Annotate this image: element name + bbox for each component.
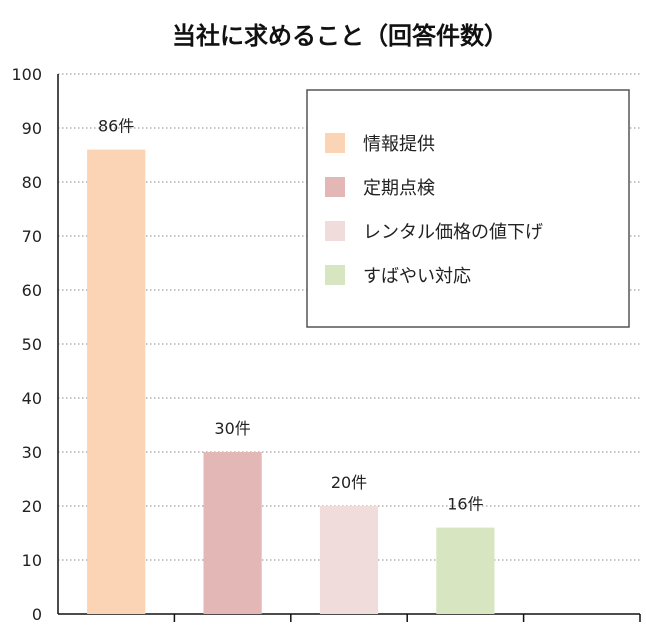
legend-swatch	[325, 133, 345, 153]
legend-label: 情報提供	[363, 134, 435, 155]
data-label: 30件	[214, 419, 250, 438]
y-tick-label: 90	[22, 119, 42, 138]
legend-swatch	[325, 221, 345, 241]
legend-box	[306, 89, 630, 328]
bar-1	[87, 149, 146, 614]
bar-3	[319, 506, 379, 614]
bar-2	[203, 452, 262, 614]
legend-label: レンタル価格の値下げ	[363, 222, 543, 243]
legend-swatch	[325, 265, 345, 285]
legend-label: 定期点検	[363, 178, 435, 199]
y-tick-label: 100	[11, 65, 42, 84]
bar-4	[436, 527, 495, 614]
y-tick-label: 60	[22, 281, 42, 300]
y-tick-label: 10	[22, 551, 42, 570]
y-tick-label: 0	[32, 605, 42, 624]
y-tick-label: 80	[22, 173, 42, 192]
data-labels: 86件 30件 20件 16件	[98, 117, 484, 514]
legend-label: すばやい対応	[363, 266, 471, 287]
y-tick-label: 50	[22, 335, 42, 354]
data-label: 86件	[98, 117, 134, 136]
y-tick-label: 70	[22, 227, 42, 246]
data-label: 20件	[331, 473, 367, 492]
legend-swatch	[325, 177, 345, 197]
y-tick-label: 40	[22, 389, 42, 408]
bars	[87, 149, 495, 614]
y-tick-label: 20	[22, 497, 42, 516]
data-label: 16件	[447, 495, 483, 514]
axes: 0 10 20 30 40 50 60 70 80 90 100	[11, 65, 641, 624]
y-tick-label: 30	[22, 443, 42, 462]
chart-title: 当社に求めること（回答件数）	[172, 22, 508, 50]
